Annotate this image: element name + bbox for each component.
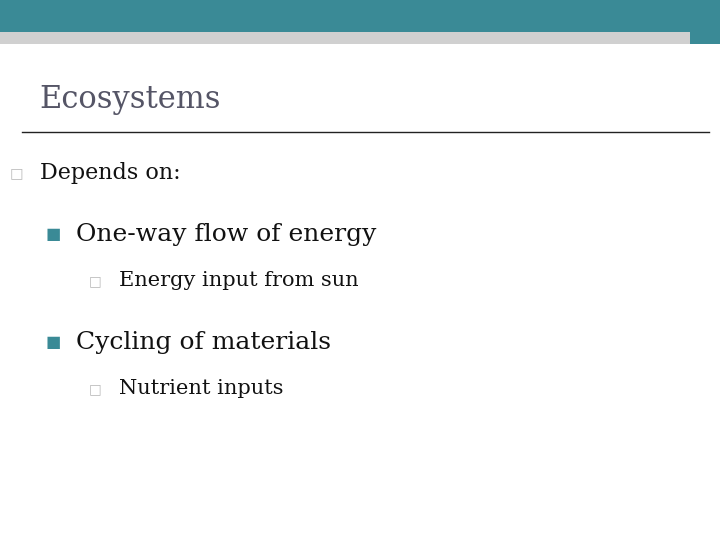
Text: Nutrient inputs: Nutrient inputs xyxy=(119,379,283,399)
Text: Depends on:: Depends on: xyxy=(40,162,180,184)
Text: □: □ xyxy=(89,274,102,288)
Bar xyxy=(690,32,720,44)
Bar xyxy=(0,32,690,44)
Bar xyxy=(0,0,690,32)
Text: □: □ xyxy=(89,382,102,396)
Bar xyxy=(690,0,720,32)
Text: ■: ■ xyxy=(45,227,60,242)
Text: □: □ xyxy=(9,166,23,180)
Text: One-way flow of energy: One-way flow of energy xyxy=(76,224,376,246)
Text: Ecosystems: Ecosystems xyxy=(40,84,221,114)
Text: ■: ■ xyxy=(45,335,60,350)
Text: Energy input from sun: Energy input from sun xyxy=(119,271,359,291)
Text: Cycling of materials: Cycling of materials xyxy=(76,332,330,354)
